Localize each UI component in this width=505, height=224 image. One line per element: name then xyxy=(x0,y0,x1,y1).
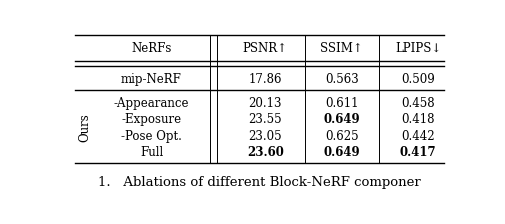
Text: PSNR↑: PSNR↑ xyxy=(242,42,287,55)
Text: 23.05: 23.05 xyxy=(248,130,281,143)
Text: 20.13: 20.13 xyxy=(248,97,281,110)
Text: LPIPS↓: LPIPS↓ xyxy=(394,42,440,55)
Text: 17.86: 17.86 xyxy=(248,73,281,86)
Text: 0.442: 0.442 xyxy=(400,130,434,143)
Text: 0.418: 0.418 xyxy=(400,113,434,126)
Text: 0.649: 0.649 xyxy=(323,113,359,126)
Text: 0.611: 0.611 xyxy=(324,97,358,110)
Text: 0.625: 0.625 xyxy=(324,130,358,143)
Text: 0.417: 0.417 xyxy=(399,146,436,159)
Text: -Exposure: -Exposure xyxy=(121,113,181,126)
Text: Ours: Ours xyxy=(78,114,91,142)
Text: -Appearance: -Appearance xyxy=(114,97,189,110)
Text: NeRFs: NeRFs xyxy=(131,42,171,55)
Text: 0.649: 0.649 xyxy=(323,146,359,159)
Text: Full: Full xyxy=(139,146,163,159)
Text: SSIM↑: SSIM↑ xyxy=(320,42,362,55)
Text: 23.55: 23.55 xyxy=(248,113,281,126)
Text: 0.458: 0.458 xyxy=(400,97,434,110)
Text: 23.60: 23.60 xyxy=(246,146,283,159)
Text: 0.509: 0.509 xyxy=(400,73,434,86)
Text: -Pose Opt.: -Pose Opt. xyxy=(121,130,182,143)
Text: 1.   Ablations of different Block-NeRF componer: 1. Ablations of different Block-NeRF com… xyxy=(98,177,420,190)
Text: mip-NeRF: mip-NeRF xyxy=(121,73,182,86)
Text: 0.563: 0.563 xyxy=(324,73,358,86)
